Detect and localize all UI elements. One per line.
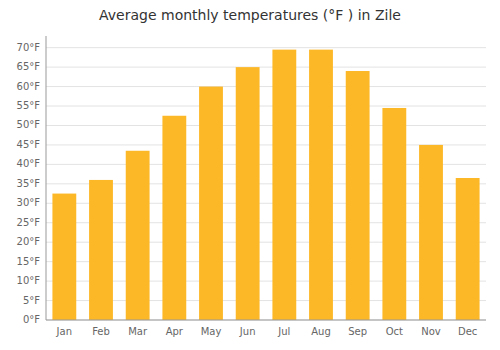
y-tick-label: 5°F (23, 295, 40, 306)
grid-line (46, 106, 486, 107)
x-tick-label: Jul (277, 326, 290, 337)
bar (382, 108, 406, 320)
grid-line (46, 320, 486, 321)
bar (346, 71, 370, 320)
bar (126, 151, 150, 320)
bar (456, 178, 480, 320)
y-tick-label: 15°F (17, 256, 41, 267)
y-tick-label: 25°F (17, 217, 41, 228)
bar (236, 67, 260, 320)
x-tick-label: Jun (239, 326, 256, 337)
bar (272, 50, 296, 320)
y-tick-label: 65°F (17, 61, 41, 72)
bar (89, 180, 113, 320)
x-tick-label: Mar (128, 326, 148, 337)
x-tick-label: Jan (56, 326, 72, 337)
x-tick-label: Apr (166, 326, 184, 337)
bar (309, 50, 333, 320)
y-tick-label: 70°F (17, 42, 41, 53)
y-tick-labels: 0°F 5°F 10°F 15°F 20°F 25°F 30°F 35°F 40°F 45°F 50… (17, 42, 41, 325)
x-tick-label: Aug (311, 326, 331, 337)
x-tick-label: May (201, 326, 222, 337)
x-tick-label: Feb (92, 326, 110, 337)
y-tick-label: 0°F (23, 314, 40, 325)
grid-line (46, 86, 486, 87)
x-axis-line (46, 320, 486, 321)
title: Average monthly temperatures (°F ) in Zi… (99, 7, 401, 23)
y-axis-line (46, 36, 47, 320)
y-tick-label: 55°F (17, 100, 41, 111)
y-tick-label: 35°F (17, 178, 41, 189)
y-tick-label: 40°F (17, 158, 41, 169)
y-tick-label: 20°F (17, 236, 41, 247)
bar (162, 116, 186, 320)
y-tick-label: 60°F (17, 81, 41, 92)
x-tick-label: Nov (421, 326, 441, 337)
chart: 0°F 5°F 10°F 15°F 20°F 25°F 30°F 35°F 40°F 45°F 50… (0, 0, 500, 350)
y-tick-label: 50°F (17, 119, 41, 130)
chart-container: 0°F 5°F 10°F 15°F 20°F 25°F 30°F 35°F 40°F 45°F 50… (0, 0, 500, 350)
x-tick-labels: Jan Feb Mar Apr May Jun Jul Aug Sep Oct Nov Dec (56, 326, 478, 337)
grid-line (46, 125, 486, 126)
grid-line (46, 67, 486, 68)
bar (52, 194, 76, 320)
x-tick-label: Oct (386, 326, 403, 337)
y-tick-label: 30°F (17, 197, 41, 208)
x-tick-label: Dec (458, 326, 477, 337)
bars (52, 50, 479, 320)
y-tick-label: 45°F (17, 139, 41, 150)
bar (199, 87, 223, 320)
y-tick-label: 10°F (17, 275, 41, 286)
grid (46, 48, 486, 320)
grid-line (46, 47, 486, 48)
x-tick-label: Sep (348, 326, 367, 337)
bar (419, 145, 443, 320)
